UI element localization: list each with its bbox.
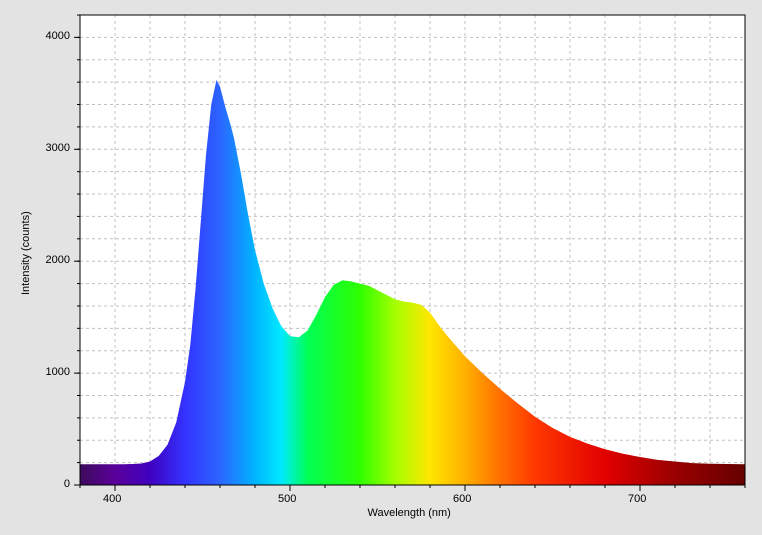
y-tick-label: 0 — [64, 478, 70, 490]
y-tick-label: 2000 — [46, 254, 70, 266]
y-axis-title: Intensity (counts) — [20, 211, 32, 295]
x-tick-label: 700 — [628, 493, 646, 505]
x-tick-label: 400 — [103, 493, 121, 505]
chart-svg — [0, 0, 762, 530]
x-axis-title: Wavelength (nm) — [368, 507, 451, 519]
y-tick-label: 4000 — [46, 30, 70, 42]
y-tick-label: 3000 — [46, 142, 70, 154]
spectrum-chart: Intensity (counts) Wavelength (nm) 400 50… — [0, 0, 762, 530]
x-tick-label: 600 — [453, 493, 471, 505]
y-tick-label: 1000 — [46, 366, 70, 378]
x-tick-label: 500 — [278, 493, 296, 505]
